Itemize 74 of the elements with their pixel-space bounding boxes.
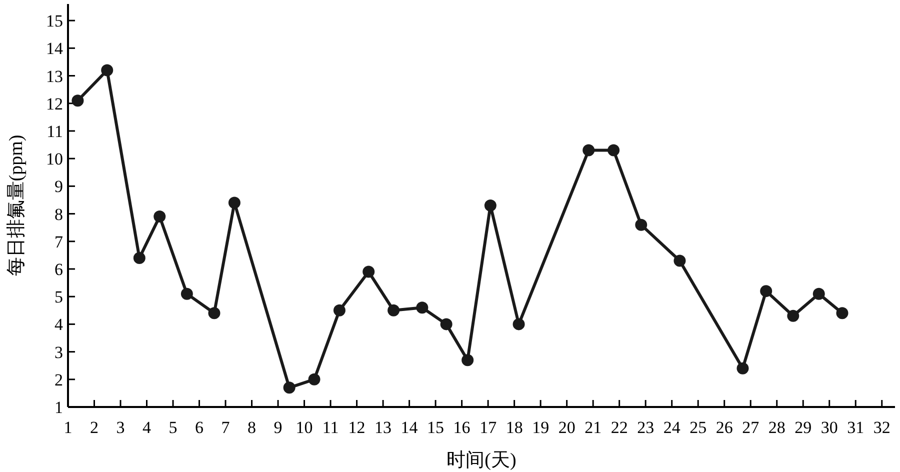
point [512, 318, 525, 330]
x-tick-label: 32 [873, 418, 890, 437]
x-tick-label: 10 [296, 418, 313, 437]
point [787, 310, 800, 322]
x-tick-label: 27 [742, 418, 760, 437]
x-tick-label: 28 [768, 418, 786, 437]
x-tick-label: 13 [374, 418, 392, 437]
y-tick-label: 2 [54, 370, 63, 390]
point [180, 288, 193, 300]
x-tick-label: 11 [322, 418, 339, 437]
point [440, 318, 452, 330]
point [462, 354, 474, 366]
point [388, 304, 400, 316]
point [283, 382, 296, 394]
x-tick-label: 31 [847, 418, 864, 437]
y-tick-label: 6 [54, 260, 63, 279]
x-tick-label: 25 [690, 418, 707, 437]
point [484, 200, 496, 212]
x-axis-title: 时间(天) [446, 450, 516, 471]
x-tick-label: 2 [90, 418, 99, 437]
point [582, 144, 595, 156]
point [208, 307, 220, 320]
y-tick-label: 3 [54, 342, 63, 362]
y-tick-label: 5 [54, 288, 63, 307]
y-tick-label: 8 [54, 204, 63, 224]
point [133, 252, 146, 264]
x-tick-label: 3 [116, 418, 125, 437]
point [836, 307, 848, 320]
point [608, 144, 620, 156]
point [101, 64, 114, 76]
x-tick-label: 23 [637, 418, 654, 437]
x-tick-label: 12 [348, 418, 366, 437]
x-tick-label: 22 [610, 418, 628, 437]
x-tick-label: 6 [195, 418, 204, 437]
y-tick-label: 13 [46, 66, 63, 86]
x-tick-label: 30 [820, 418, 838, 437]
point [333, 304, 346, 316]
x-tick-label: 8 [248, 418, 256, 437]
point [760, 285, 772, 298]
y-tick-label: 7 [54, 232, 64, 252]
y-tick-label: 12 [46, 94, 63, 114]
point [635, 218, 648, 231]
y-tick-label: 15 [46, 12, 63, 31]
x-tick-label: 5 [168, 418, 178, 437]
y-tick-label: 9 [54, 177, 63, 196]
y-tick-label: 11 [46, 122, 63, 141]
point [812, 288, 825, 300]
x-tick-label: 18 [506, 418, 523, 437]
x-tick-label: 21 [584, 418, 602, 437]
point [72, 94, 84, 107]
x-tick-label: 19 [532, 418, 550, 437]
y-tick-label: 4 [54, 315, 64, 334]
x-tick-label: 15 [427, 418, 444, 437]
x-tick-label: 29 [794, 418, 812, 437]
y-tick-label: 10 [46, 150, 63, 169]
x-tick-label: 26 [716, 418, 733, 437]
x-tick-label: 20 [558, 418, 576, 437]
x-tick-label: 16 [453, 418, 470, 437]
point [674, 254, 686, 267]
y-tick-label: 14 [46, 39, 64, 58]
x-tick-label: 9 [274, 418, 282, 437]
x-tick-label: 24 [663, 418, 681, 437]
x-tick-label: 14 [400, 418, 418, 437]
x-tick-label: 7 [221, 418, 230, 437]
y-axis-title: 每日排氟量(ppm) [6, 134, 27, 276]
point [308, 373, 320, 386]
x-tick-label: 4 [142, 418, 152, 437]
point [154, 210, 166, 223]
point [362, 266, 375, 278]
point [736, 362, 749, 374]
y-tick-label: 1 [54, 398, 63, 417]
point [416, 302, 428, 314]
x-tick-label: 17 [480, 418, 498, 437]
point [228, 196, 240, 209]
